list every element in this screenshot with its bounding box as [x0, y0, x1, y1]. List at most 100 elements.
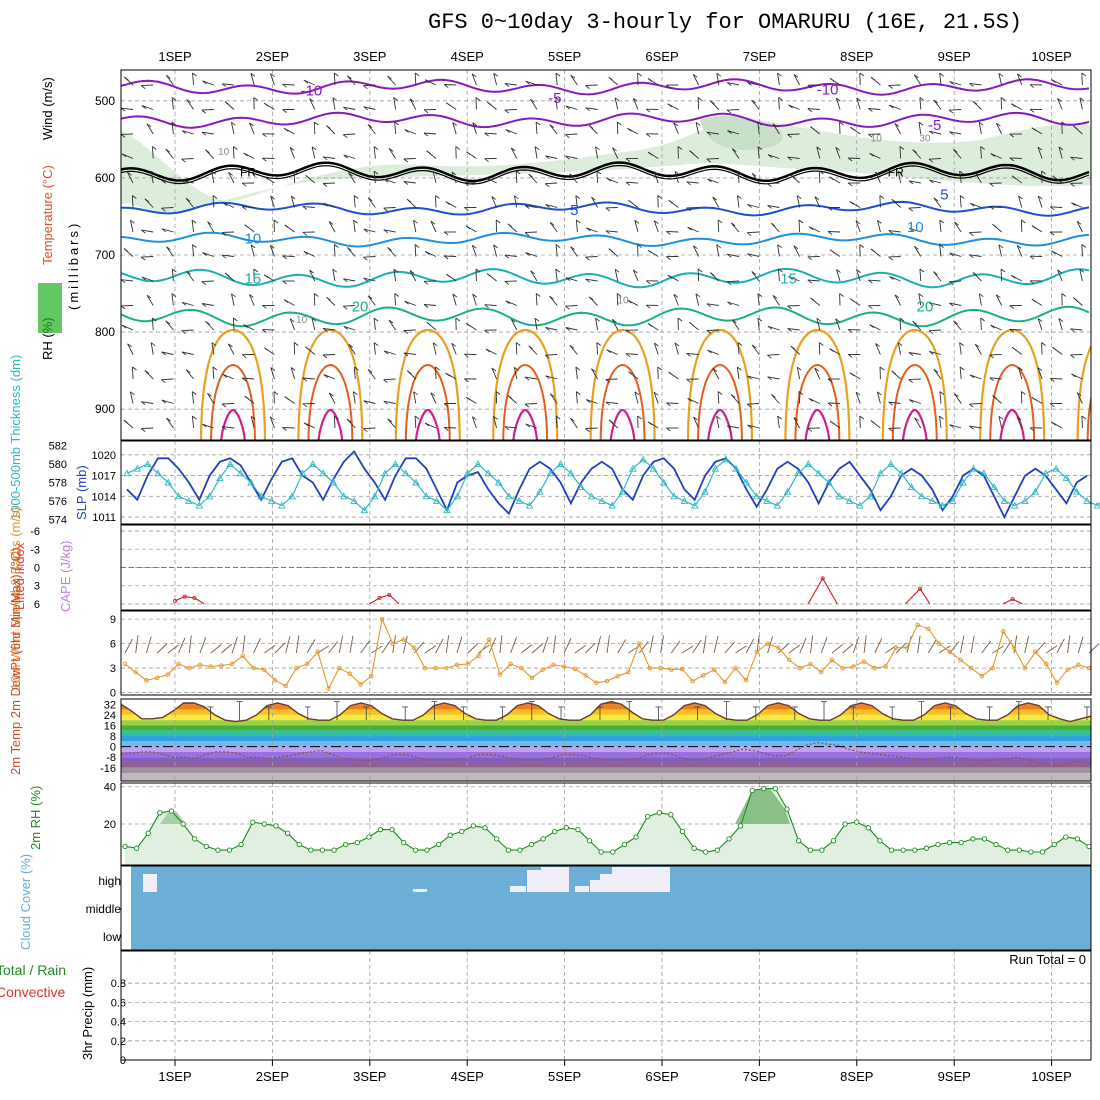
- wind-barb: [332, 269, 336, 282]
- wind-barb: [654, 342, 659, 347]
- thickness-marker: [980, 469, 988, 477]
- temperature-band: [121, 730, 1091, 737]
- thickness-marker: [154, 469, 162, 477]
- wind-barb: [614, 97, 620, 102]
- wind-barb: [1071, 373, 1076, 378]
- wind-barb: [224, 101, 230, 105]
- wind-barb: [406, 370, 412, 374]
- wind-speed-point: [872, 665, 878, 671]
- thickness-marker: [1052, 464, 1060, 472]
- wind-barb: [899, 146, 905, 150]
- wind-barb: [972, 272, 978, 276]
- wind-barb: [647, 151, 653, 156]
- wind-barb: [842, 643, 854, 654]
- thickness-marker: [897, 469, 905, 477]
- precip-tick-label: 0.4: [111, 1017, 126, 1029]
- wind-speed-point: [508, 661, 513, 667]
- wind-barb: [322, 182, 336, 184]
- wind-barb: [201, 131, 214, 135]
- wind-barb: [475, 97, 481, 101]
- wind-barb: [605, 230, 618, 233]
- wind-barb: [990, 324, 995, 329]
- wind-barb: [150, 342, 154, 355]
- cloud-gap: [510, 886, 526, 892]
- wind-barb: [302, 377, 308, 382]
- wind-barb: [191, 220, 195, 233]
- wind-barb: [874, 171, 881, 184]
- wind-barb: [787, 156, 792, 161]
- wind-barb: [1081, 415, 1083, 429]
- wind-barb: [731, 148, 740, 159]
- wind-barb: [948, 109, 954, 114]
- wind-barb: [413, 391, 417, 404]
- wind-barb: [831, 644, 843, 654]
- wind-barb: [751, 271, 757, 275]
- thickness-marker: [494, 478, 503, 486]
- wind-barb: [383, 400, 396, 404]
- rh-point: [1051, 841, 1057, 848]
- wind-speed-point: [1065, 667, 1070, 672]
- wind-barb: [472, 122, 477, 135]
- contour-label: 5: [570, 202, 578, 219]
- wind-barb: [140, 85, 146, 89]
- wind-barb: [847, 329, 853, 333]
- wind-barb: [452, 293, 458, 298]
- wind-barb: [414, 72, 417, 86]
- wind-barb: [161, 399, 167, 404]
- wind-barb: [493, 416, 498, 420]
- wind-barb: [969, 202, 975, 207]
- boundary-layer-contour: [599, 363, 646, 440]
- wind-barb: [171, 97, 174, 110]
- wind-barb: [726, 280, 740, 283]
- wind-barb: [464, 353, 469, 358]
- wind-barb: [1037, 318, 1043, 331]
- wind-barb: [692, 73, 698, 78]
- wind-barb: [525, 252, 530, 256]
- wind-barb: [409, 98, 415, 103]
- wind-barb: [606, 177, 612, 182]
- wind-barb: [829, 77, 835, 82]
- wind-barb: [732, 319, 737, 324]
- wind-barb: [493, 244, 498, 257]
- wind-barb: [807, 256, 813, 261]
- wind-barb: [625, 181, 639, 184]
- wind-speed-point: [529, 675, 535, 681]
- wind-barb: [525, 205, 538, 208]
- wind-barb: [515, 342, 521, 346]
- rh-point: [714, 847, 720, 853]
- wind-barb: [693, 245, 698, 250]
- wind-barb: [1073, 125, 1078, 130]
- contour-label: -5: [548, 90, 561, 107]
- wind-barb: [514, 195, 519, 200]
- wind-barb: [363, 400, 368, 405]
- wind-speed-point: [733, 665, 738, 671]
- wind-barb: [614, 97, 619, 110]
- wind-barb: [403, 181, 409, 185]
- wind-barb: [1058, 146, 1063, 159]
- wind-barb: [443, 427, 449, 431]
- wind-barb: [430, 220, 436, 225]
- wind-barb: [192, 244, 197, 248]
- wind-barb: [367, 369, 373, 373]
- wind-speed-point: [122, 661, 128, 667]
- wind-barb: [373, 146, 376, 159]
- wind-barb: [959, 170, 964, 175]
- wind-barb: [305, 174, 310, 179]
- wind-barb: [290, 195, 296, 200]
- wind-barb: [928, 330, 934, 335]
- wind-barb: [852, 636, 860, 654]
- wind-barb: [633, 269, 638, 274]
- wind-barb: [120, 134, 126, 138]
- wind-barb: [555, 268, 560, 273]
- wind-barb: [778, 97, 783, 101]
- thickness-marker: [649, 464, 658, 472]
- date-tick-bottom: 6SEP: [645, 1069, 678, 1084]
- date-tick-bottom: 1SEP: [158, 1069, 191, 1084]
- wind-barb: [250, 73, 255, 86]
- wind-barb: [716, 416, 720, 429]
- wind-barb: [443, 231, 449, 236]
- wind-barb: [894, 294, 901, 306]
- wind-barb: [121, 279, 134, 282]
- wind-barb: [262, 305, 267, 309]
- wind-barb: [352, 391, 356, 404]
